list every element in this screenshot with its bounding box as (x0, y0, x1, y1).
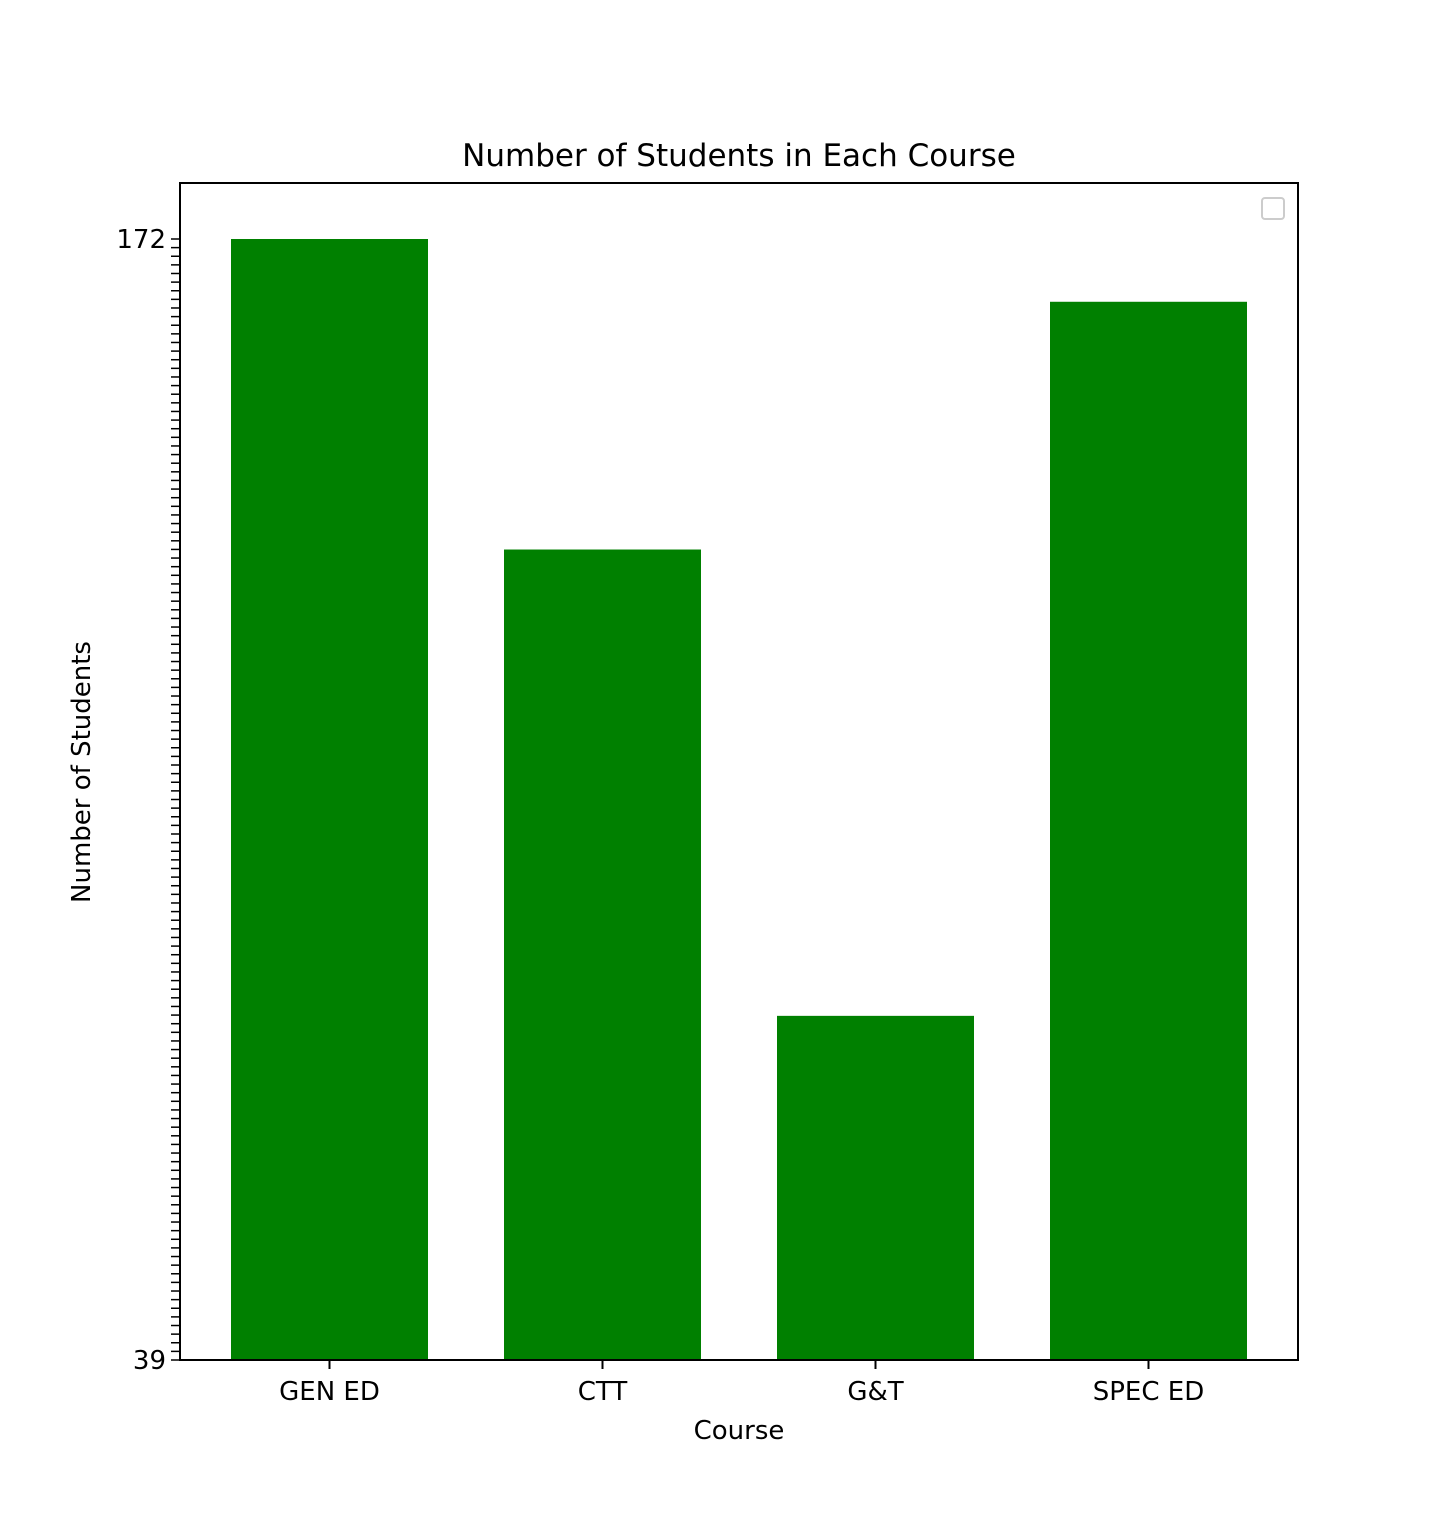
y-axis-ticks: 39 172 (116, 225, 180, 1376)
bar-ctt (504, 549, 701, 1360)
x-tick-label: SPEC ED (1093, 1377, 1204, 1407)
y-tick-label: 39 (133, 1346, 166, 1376)
plot-frame (179, 182, 1299, 1361)
x-tick-label: GEN ED (279, 1377, 380, 1407)
bars (231, 239, 1247, 1360)
y-axis-label: Number of Students (67, 641, 97, 903)
bar-spec-ed (1050, 301, 1247, 1360)
bar-g-t (777, 1015, 974, 1360)
chart-title: Number of Students in Each Course (462, 138, 1016, 174)
x-tick-label: CTT (578, 1377, 628, 1407)
x-axis-ticks: GEN ED CTT G&T SPEC ED (279, 1360, 1204, 1407)
x-tick-label: G&T (847, 1377, 903, 1407)
x-axis-label: Course (694, 1416, 785, 1446)
legend-box (1261, 197, 1285, 220)
bar-gen-ed (231, 239, 428, 1360)
y-tick-label: 172 (116, 225, 166, 255)
